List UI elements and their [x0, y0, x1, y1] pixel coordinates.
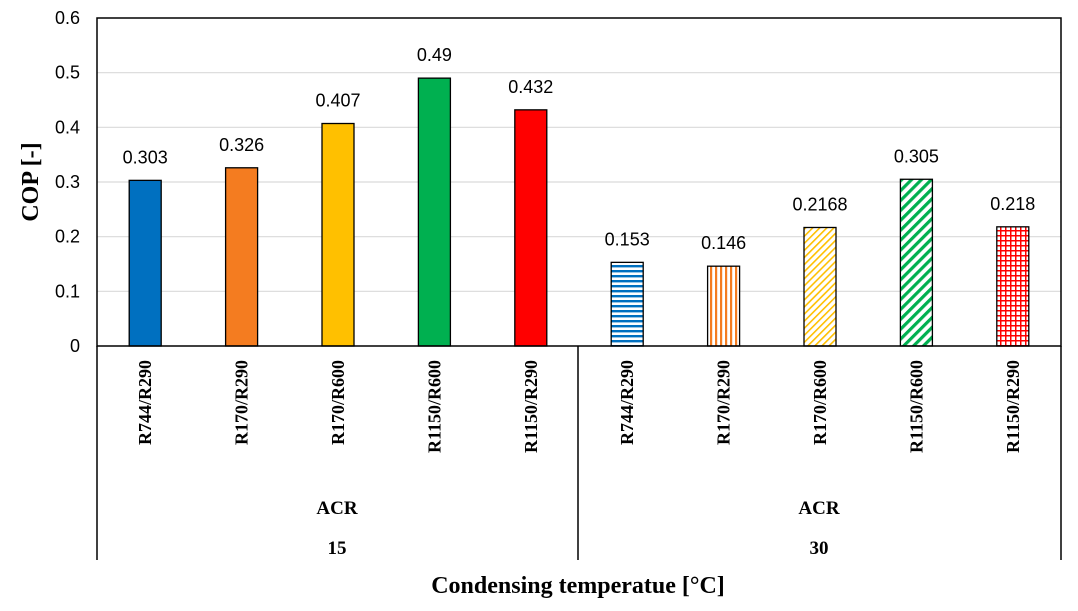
data-label: 0.218 [990, 194, 1035, 214]
y-tick-label: 0.5 [55, 63, 80, 83]
data-label: 0.326 [219, 135, 264, 155]
bars [128, 77, 1030, 347]
bar-r1150-r600-15 [417, 77, 452, 347]
y-tick-label: 0.3 [55, 172, 80, 192]
y-axis-ticks: 0 0.1 0.2 0.3 0.4 0.5 0.6 [55, 8, 80, 356]
bar-r744-r290-15 [128, 179, 162, 347]
category-label: R744/R290 [617, 360, 637, 445]
bar-r170-r600-30 [803, 226, 837, 347]
category-label: R1150/R600 [424, 360, 444, 453]
data-label: 0.432 [508, 77, 553, 97]
group-temperature-15: 15 [328, 538, 347, 559]
y-tick-label: 0.6 [55, 8, 80, 28]
category-labels: R744/R290 R170/R290 R170/R600 R1150/R600 R11… [135, 360, 1023, 453]
category-axis-frame [96, 346, 1062, 560]
group-label-acr-1: ACR [316, 498, 357, 519]
bar-r1150-r290-15 [514, 109, 548, 347]
group-label-acr-2: ACR [798, 498, 839, 519]
data-label: 0.146 [701, 233, 746, 253]
y-tick-label: 0.4 [55, 117, 80, 137]
x-axis-title: Condensing temperatue [°C] [431, 573, 725, 599]
bar-r1150-r290-30 [996, 226, 1030, 347]
category-label: R1150/R600 [906, 360, 926, 453]
bar-r1150-r600-30 [899, 178, 934, 347]
data-label: 0.153 [605, 229, 650, 249]
plot-frame [96, 17, 1062, 347]
data-label: 0.305 [894, 146, 939, 166]
category-label: R170/R290 [232, 360, 252, 445]
group-temperature-30: 30 [810, 538, 829, 559]
bar-r744-r290-30 [610, 261, 644, 347]
category-label: R1150/R290 [1003, 360, 1023, 453]
category-label: R170/R600 [328, 360, 348, 445]
data-label: 0.2168 [792, 194, 847, 214]
data-label: 0.49 [417, 45, 452, 65]
data-label: 0.303 [123, 147, 168, 167]
bar-r170-r290-30 [706, 265, 741, 347]
y-tick-label: 0.1 [55, 281, 80, 301]
category-label: R744/R290 [135, 360, 155, 445]
y-axis-title: COP [-] [18, 142, 44, 221]
data-label: 0.407 [315, 91, 360, 111]
category-label: R170/R290 [714, 360, 734, 445]
bar-r170-r290-15 [224, 167, 259, 347]
data-labels: 0.303 0.326 0.407 0.49 0.432 0.153 0.146 0.2168… [123, 45, 1036, 253]
y-tick-label: 0.2 [55, 227, 80, 247]
y-tick-label: 0 [70, 336, 80, 356]
category-label: R1150/R290 [521, 360, 541, 453]
bar-r170-r600-15 [321, 122, 355, 347]
category-label: R170/R600 [810, 360, 830, 445]
